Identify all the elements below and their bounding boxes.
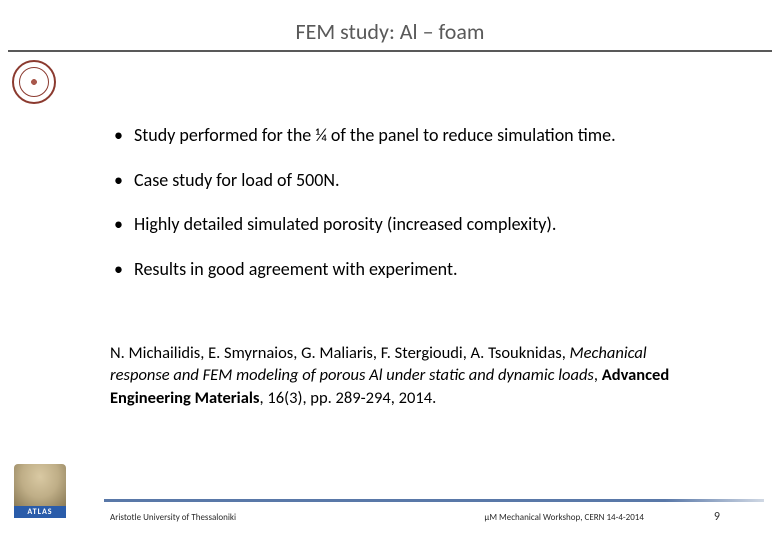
slide-title: FEM study: Al – foam — [0, 18, 780, 45]
atlas-label: ATLAS — [14, 506, 66, 518]
citation-authors: N. Michailidis, E. Smyrnaios, G. Maliari… — [110, 343, 570, 363]
footer: Aristotle University of Thessaloniki μM … — [110, 510, 760, 524]
top-divider — [8, 50, 772, 52]
footer-event: μM Mechanical Workshop, CERN 14-4-2014 — [484, 512, 644, 523]
university-logo — [12, 60, 56, 104]
bullet-item: Results in good agreement with experimen… — [110, 254, 720, 285]
citation-text: N. Michailidis, E. Smyrnaios, G. Maliari… — [110, 342, 710, 409]
bullet-item: Highly detailed simulated porosity (incr… — [110, 209, 720, 240]
atlas-figure-icon — [14, 464, 66, 506]
footer-affiliation: Aristotle University of Thessaloniki — [110, 512, 236, 523]
bottom-divider — [104, 499, 764, 502]
bullet-item: Study performed for the ¼ of the panel t… — [110, 120, 720, 151]
citation-rest: , 16(3), pp. 289-294, 2014. — [260, 388, 437, 408]
content-area: Study performed for the ¼ of the panel t… — [110, 120, 720, 298]
bullet-list: Study performed for the ¼ of the panel t… — [110, 120, 720, 284]
bullet-item: Case study for load of 500N. — [110, 165, 720, 196]
page-number: 9 — [714, 510, 720, 524]
atlas-logo: ATLAS — [14, 464, 66, 518]
